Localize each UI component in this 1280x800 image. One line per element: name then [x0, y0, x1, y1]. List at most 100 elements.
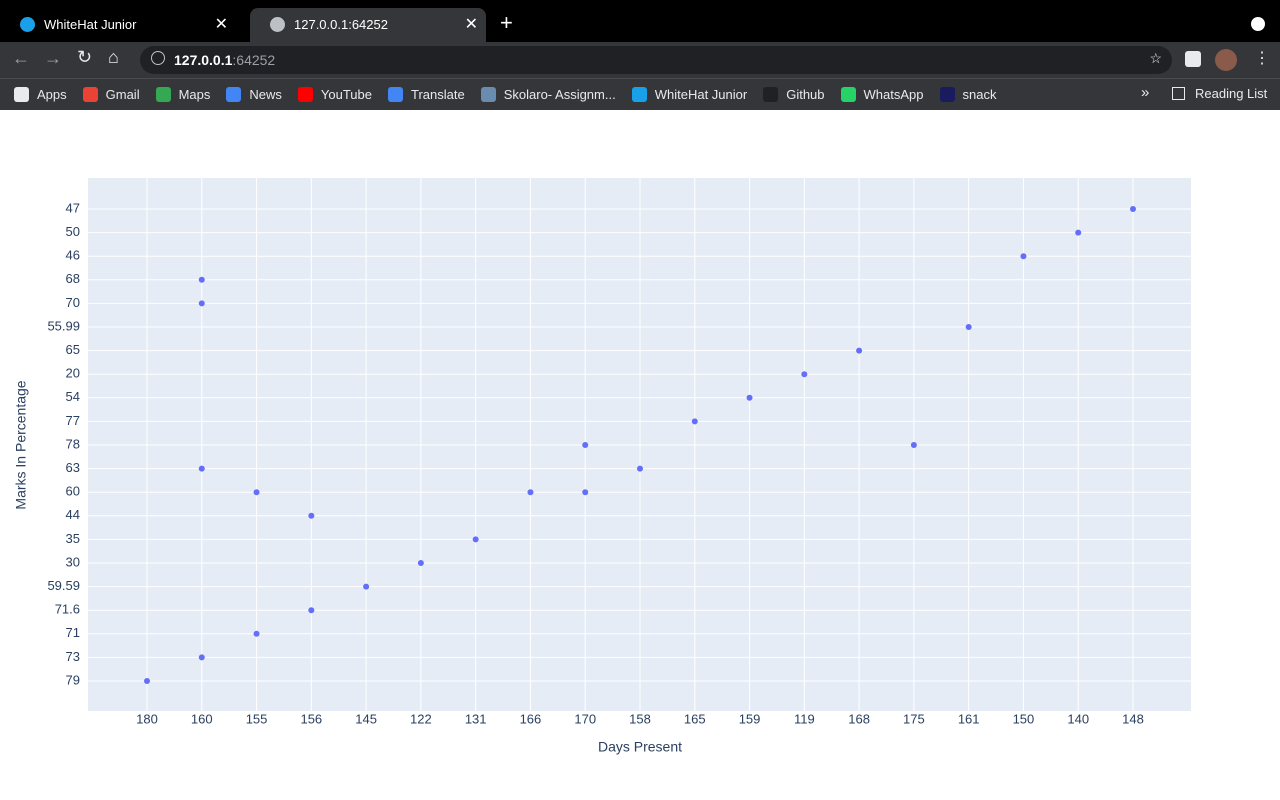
point [144, 678, 150, 684]
forward[interactable]: → [44, 48, 62, 68]
y-tick-label: 30 [66, 554, 80, 569]
x-tick-label: 160 [191, 711, 213, 726]
bookmark-label: Translate [411, 87, 465, 102]
bookmark[interactable]: WhiteHat Junior [631, 87, 748, 102]
y-tick-label: 60 [66, 484, 80, 499]
point [637, 465, 643, 472]
point [1020, 253, 1027, 260]
y-tick-label: 20 [66, 366, 80, 381]
x-tick-label: 175 [903, 711, 925, 726]
bookmark-label: Gmail [105, 87, 140, 102]
y-tick-label: 63 [66, 460, 80, 475]
y-tick-label: 59.59 [47, 578, 80, 593]
y-tick-label: 46 [66, 248, 80, 263]
bookmark-label: WhatsApp [863, 87, 924, 102]
bookmark[interactable]: Maps [155, 87, 211, 102]
y-tick-label: 70 [66, 295, 80, 310]
point [527, 489, 534, 496]
x-tick-label: 161 [958, 711, 980, 726]
tab-search[interactable] [1251, 17, 1265, 31]
point [1130, 206, 1136, 212]
bookmark-label: Maps [178, 87, 211, 102]
bookmark-label: WhiteHat Junior [654, 87, 748, 102]
reading-list[interactable]: Reading List [1172, 86, 1267, 101]
point [910, 442, 917, 448]
point [856, 347, 863, 354]
x-tick-label: 168 [848, 711, 870, 726]
point [417, 560, 424, 566]
y-tick-label: 78 [66, 436, 80, 451]
point [363, 583, 370, 590]
x-tick-label: 180 [136, 711, 158, 726]
bookmark[interactable]: News [226, 87, 282, 102]
x-axis-title: Days Present [598, 739, 682, 755]
x-tick-label: 159 [739, 711, 761, 726]
x-tick-label: 140 [1067, 711, 1089, 726]
bookmark-label: News [249, 87, 282, 102]
point [308, 512, 315, 519]
tab-title: 127.0.0.1:64252 [294, 17, 388, 32]
point [198, 300, 205, 307]
back[interactable]: ← [12, 48, 30, 68]
tab-title: WhiteHat Junior [44, 17, 137, 32]
new-tab[interactable]: + [500, 10, 513, 35]
y-tick-label: 79 [66, 672, 80, 687]
home[interactable]: ⌂ [108, 47, 119, 67]
url-host: 127.0.0.1 [174, 52, 233, 68]
x-tick-label: 165 [684, 711, 706, 726]
y-tick-label: 54 [66, 389, 80, 404]
bookmark[interactable]: Apps [14, 87, 67, 102]
x-tick-label: 155 [246, 711, 268, 726]
point [582, 442, 589, 448]
y-tick-label: 65 [66, 342, 80, 357]
extensions[interactable] [1185, 51, 1201, 67]
y-tick-label: 73 [66, 649, 80, 664]
bookmark-label: YouTube [320, 87, 372, 102]
bookmarks-more[interactable]: » [1141, 84, 1150, 101]
tab-bar: WhiteHat Junior ✕ 127.0.0.1:64252 ✕ + [0, 0, 1280, 42]
y-tick-label: 50 [66, 224, 80, 239]
bookmark[interactable]: Gmail [82, 87, 140, 102]
point [746, 394, 753, 401]
bookmark[interactable]: Github [763, 87, 825, 102]
point [253, 630, 260, 637]
address-bar[interactable]: 127.0.0.1:64252 ☆ [140, 46, 1172, 74]
x-tick-label: 131 [465, 711, 487, 726]
bookmark-label: Apps [37, 87, 67, 102]
url-port: :64252 [232, 52, 276, 68]
y-tick-label: 77 [66, 413, 80, 428]
y-tick-label: 47 [66, 200, 80, 215]
profile[interactable] [1215, 49, 1237, 71]
point [253, 489, 260, 496]
point [198, 276, 205, 283]
bookmark[interactable]: snack [939, 87, 997, 102]
x-tick-label: 158 [629, 711, 651, 726]
y-tick-label: 71.6 [55, 602, 80, 617]
x-tick-label: 166 [520, 711, 542, 726]
point [198, 465, 205, 472]
bookmark[interactable]: Skolaro- Assignm... [480, 87, 616, 102]
bookmark[interactable]: YouTube [297, 87, 372, 102]
reload[interactable]: ↻ [77, 47, 93, 67]
y-axis-title: Marks In Percentage [13, 380, 29, 509]
point [801, 371, 808, 378]
y-tick-label: 68 [66, 271, 80, 286]
tab[interactable]: WhiteHat Junior ✕ [0, 8, 236, 42]
y-tick-label: 44 [66, 507, 80, 522]
x-tick-label: 156 [300, 711, 322, 726]
toolbar: ← → ↻ ⌂ 127.0.0.1:64252 ☆ ⋮ [0, 42, 1280, 78]
point [691, 418, 698, 425]
bookmark-label: Skolaro- Assignm... [503, 87, 616, 102]
x-tick-label: 122 [410, 711, 432, 726]
point [965, 324, 972, 330]
bookmark[interactable]: Translate [388, 87, 465, 102]
point [472, 536, 479, 543]
tab[interactable]: 127.0.0.1:64252 ✕ [250, 8, 486, 42]
bookmark-label: snack [962, 87, 997, 102]
y-tick-label: 71 [66, 625, 80, 640]
menu[interactable]: ⋮ [1254, 50, 1270, 67]
bookmark[interactable]: WhatsApp [840, 87, 924, 102]
reading-list-label: Reading List [1195, 86, 1268, 101]
point [198, 654, 205, 661]
